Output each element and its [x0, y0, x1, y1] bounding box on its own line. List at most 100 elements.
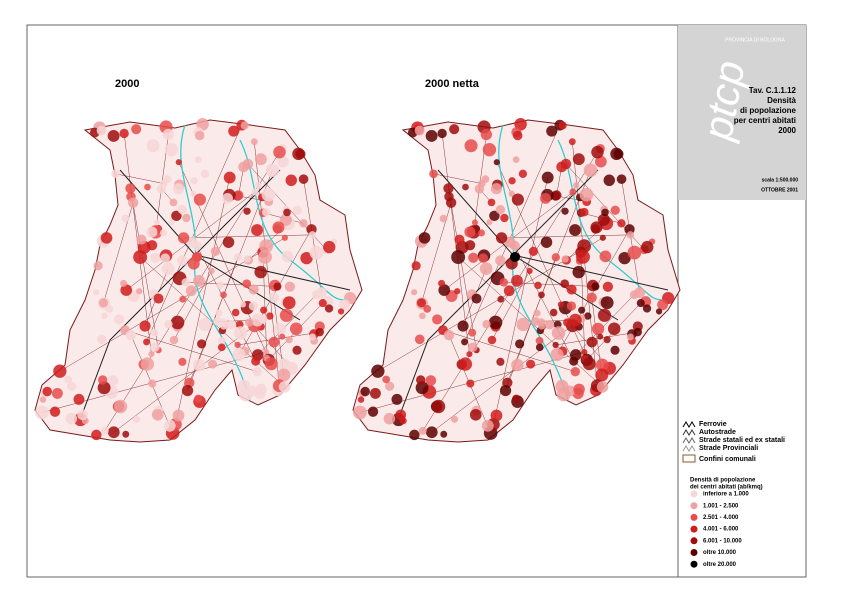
town [454, 234, 465, 245]
town [133, 250, 148, 265]
town [49, 406, 61, 417]
town [490, 409, 503, 422]
town [193, 193, 206, 206]
town [515, 339, 525, 349]
town [385, 381, 395, 391]
town [518, 169, 528, 178]
town [414, 334, 425, 345]
town [273, 282, 282, 291]
town [198, 317, 212, 332]
town [136, 234, 147, 245]
town [324, 304, 334, 313]
town [234, 341, 241, 349]
town [432, 314, 443, 325]
legend-line [682, 429, 696, 436]
town [526, 267, 533, 274]
title-line: 2000 [778, 126, 796, 135]
town [487, 335, 497, 345]
town [251, 188, 259, 196]
town [194, 130, 205, 141]
town [438, 284, 451, 296]
town [268, 292, 279, 303]
town [591, 145, 604, 159]
town [440, 430, 448, 438]
town [131, 124, 142, 135]
town [617, 219, 626, 228]
town [414, 125, 425, 136]
town [337, 308, 345, 315]
boundary [501, 234, 631, 239]
title-line: di popolazione [740, 106, 797, 115]
town [281, 250, 294, 263]
town [391, 393, 403, 405]
town [478, 253, 488, 263]
town [125, 183, 136, 194]
town [566, 301, 577, 311]
town [308, 333, 316, 341]
town [486, 219, 493, 226]
town [67, 381, 77, 391]
town [383, 412, 396, 425]
legend-label: 6.001 - 10.000 [703, 538, 742, 544]
town [497, 295, 505, 303]
town [163, 419, 176, 432]
table-code: Tav. C.1.1.12 [749, 86, 797, 95]
legend-label: Ferrovie [699, 421, 727, 428]
boundary [124, 329, 258, 372]
legend-swatch [690, 490, 698, 498]
town [316, 287, 327, 298]
town [499, 278, 509, 287]
title-box [678, 25, 806, 200]
town [279, 308, 294, 322]
town [443, 329, 455, 341]
town [510, 252, 520, 262]
town [172, 183, 184, 195]
date: OTTOBRE 2001 [761, 187, 798, 193]
map-title: 2000 netta [425, 78, 480, 90]
town [438, 279, 446, 287]
town [248, 301, 259, 311]
town [482, 320, 491, 329]
town [411, 261, 421, 271]
town [144, 183, 151, 191]
town [245, 318, 254, 327]
town [471, 219, 479, 226]
town [208, 359, 218, 369]
town [161, 262, 175, 276]
town [254, 153, 267, 166]
town [239, 301, 247, 308]
town [315, 327, 324, 337]
town [603, 174, 615, 187]
maps [34, 117, 681, 443]
town [172, 409, 185, 422]
town [77, 409, 89, 421]
boundary [442, 329, 576, 372]
town [233, 326, 248, 340]
town [551, 190, 562, 201]
town [231, 308, 240, 317]
town [599, 234, 606, 241]
town [560, 158, 572, 170]
town [220, 322, 228, 330]
town [153, 293, 164, 304]
town [282, 296, 296, 310]
town [264, 357, 278, 371]
town [572, 153, 585, 166]
town [572, 182, 580, 189]
town [561, 255, 569, 263]
town [185, 285, 197, 297]
town [538, 322, 546, 330]
town [215, 309, 223, 317]
town [299, 219, 308, 228]
town [213, 316, 223, 326]
town [259, 239, 273, 253]
town [443, 183, 454, 194]
legend-label: 1.001 - 2.500 [703, 503, 739, 509]
town [51, 387, 63, 399]
town [657, 299, 669, 311]
legend-swatch [690, 513, 698, 521]
town [113, 399, 128, 414]
town [254, 182, 262, 189]
town [561, 207, 569, 215]
